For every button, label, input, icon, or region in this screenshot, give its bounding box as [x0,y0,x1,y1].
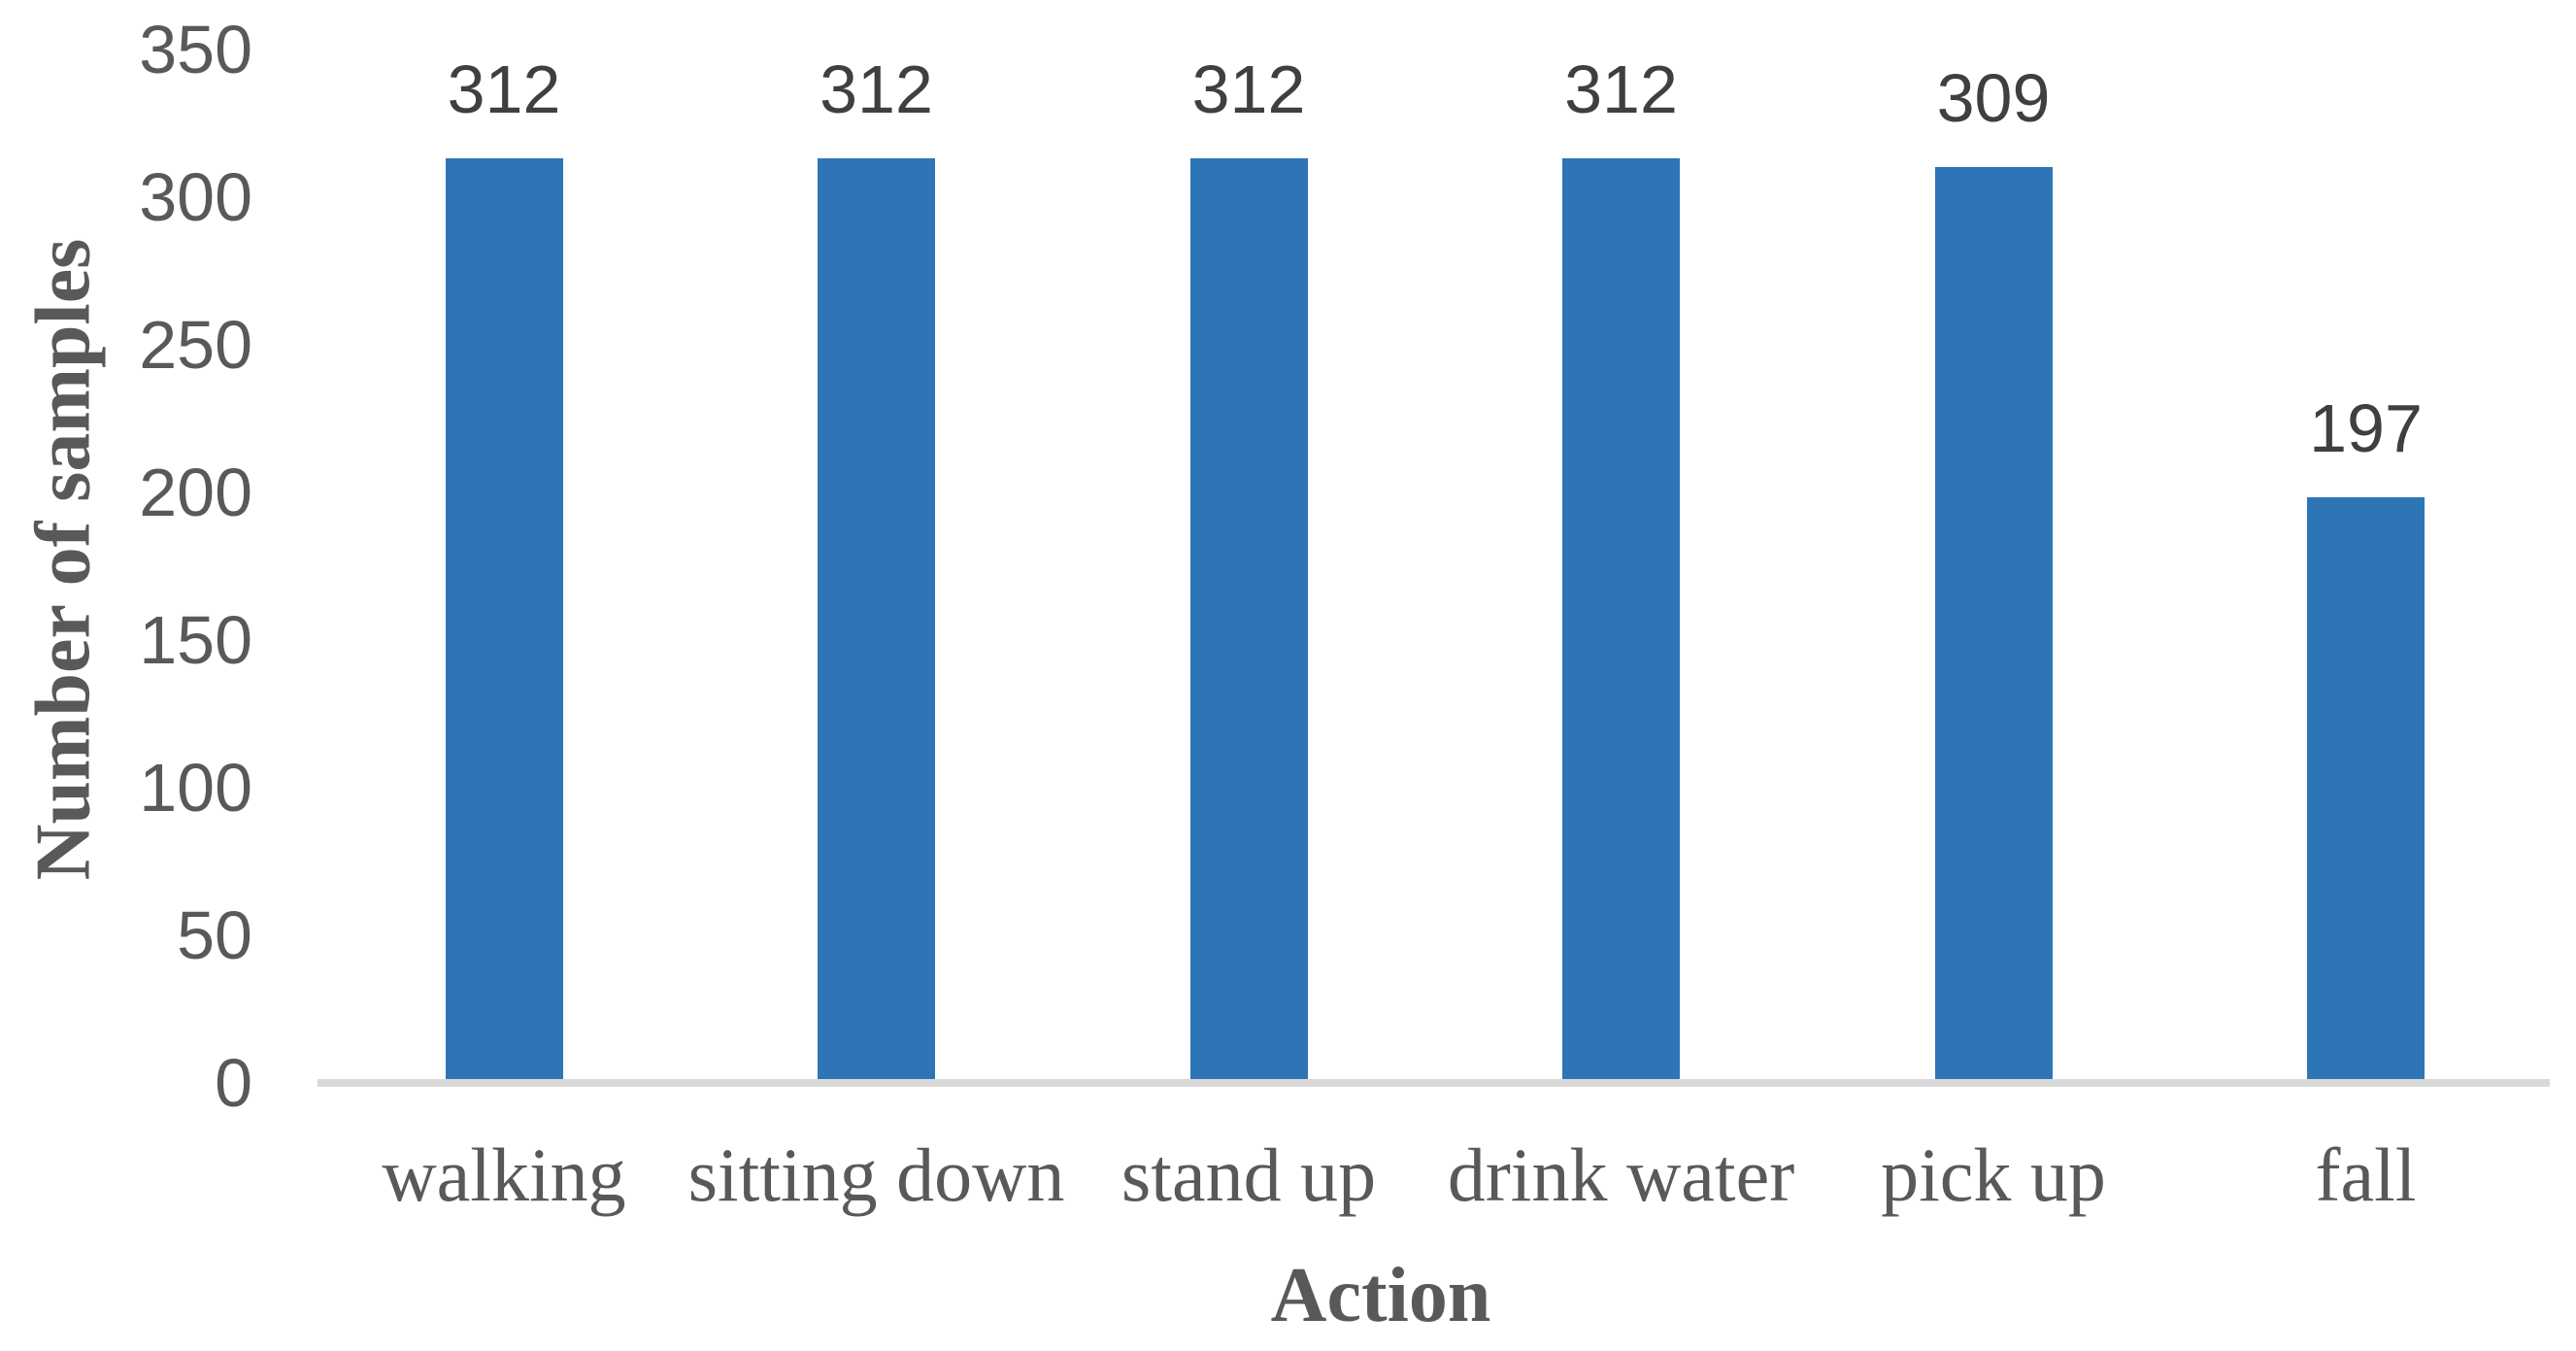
y-tick-label: 250 [139,307,252,383]
bar-walking [445,157,563,1079]
category-label: pick up [1881,1132,2106,1217]
data-label: 197 [2309,390,2423,467]
y-tick-label: 50 [177,897,252,973]
data-label: 312 [1191,51,1306,127]
bar-drink-water [1562,157,1680,1079]
data-label: 312 [447,51,561,127]
data-label: 309 [1936,59,2051,136]
x-axis-title: Action [1270,1253,1491,1338]
data-label: 312 [1564,51,1678,127]
category-label: sitting down [687,1132,1065,1217]
bar-fall [2307,497,2425,1079]
y-tick-label: 350 [139,12,252,87]
x-axis-line [318,1079,2550,1087]
y-tick-label: 100 [139,750,252,826]
category-label: fall [2315,1132,2417,1217]
bar-pick-up [1934,166,2053,1079]
category-label: drink water [1447,1132,1795,1217]
y-tick-label: 200 [139,455,252,530]
data-label: 312 [820,51,933,127]
bar-stand-up [1189,157,1308,1079]
y-tick-label: 0 [215,1045,252,1121]
category-label: stand up [1121,1132,1377,1217]
category-label: walking [382,1132,626,1217]
bar-sitting-down [818,157,935,1079]
y-tick-label: 150 [139,602,252,678]
y-tick-label: 300 [139,159,252,235]
